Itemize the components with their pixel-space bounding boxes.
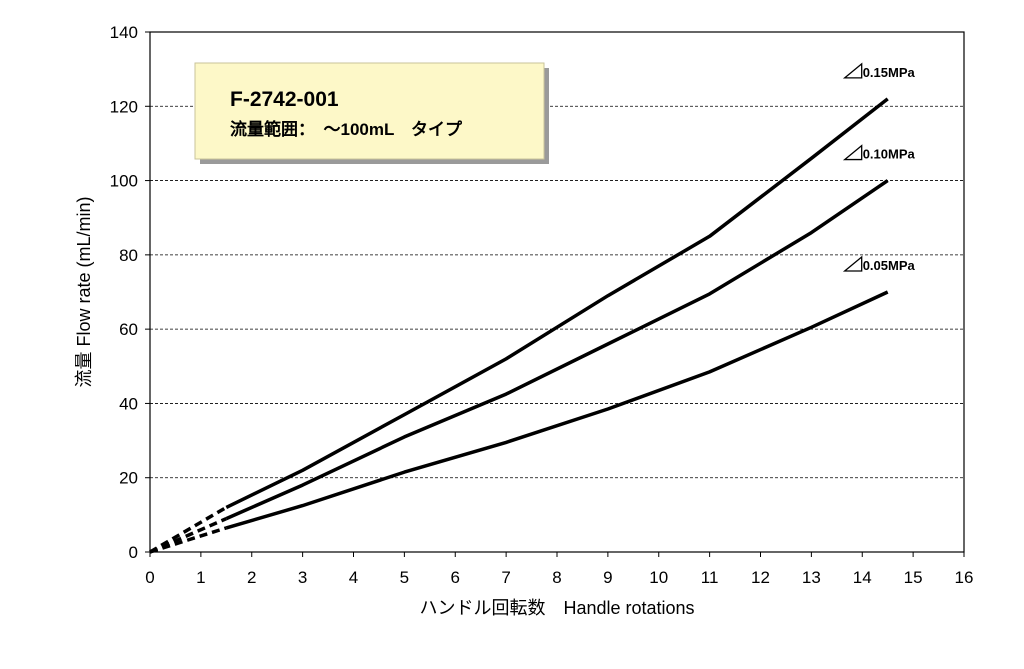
x-tick-label: 3: [298, 568, 307, 587]
x-axis-title: ハンドル回転数 Handle rotations: [419, 598, 694, 618]
pressure-triangle-icon: [842, 144, 863, 161]
series-label-text: 0.05MPa: [863, 258, 916, 273]
x-tick-label: 15: [904, 568, 923, 587]
x-tick-label: 12: [751, 568, 770, 587]
y-tick-label: 100: [110, 172, 138, 191]
series-lines: [149, 97, 889, 554]
series-label-010MPa: 0.10MPa: [842, 144, 916, 162]
series-010MPa-line: [225, 179, 889, 521]
annotation-background: [194, 62, 545, 160]
x-tick-label: 13: [802, 568, 821, 587]
annotation-title: F-2742-001: [230, 88, 339, 111]
pressure-triangle-icon: [842, 255, 863, 272]
x-tick-label: 4: [349, 568, 358, 587]
x-tick-label: 8: [552, 568, 561, 587]
y-tick-label: 20: [119, 469, 138, 488]
series-label-text: 0.10MPa: [863, 147, 916, 162]
x-tick-label: 14: [853, 568, 872, 587]
pressure-triangle-icon: [842, 62, 863, 79]
x-tick-label: 9: [603, 568, 612, 587]
y-tick-label: 60: [119, 320, 138, 339]
annotation-box: F-2742-001 流量範囲： ～100mL タイプ: [194, 62, 549, 164]
x-tick-label: 6: [451, 568, 460, 587]
x-tick-label: 16: [955, 568, 974, 587]
series-label-015MPa: 0.15MPa: [842, 62, 916, 80]
x-tick-label: 11: [701, 568, 719, 587]
y-tick-label: 40: [119, 394, 138, 413]
series-015MPa-line: [225, 97, 889, 509]
series-005MPa-extrapolated-line: [149, 526, 227, 554]
x-tick-label: 2: [247, 568, 256, 587]
annotation-subtitle: 流量範囲： ～100mL タイプ: [230, 119, 463, 139]
series-labels: 0.15MPa 0.10MPa 0.05MPa: [842, 62, 916, 273]
x-tick-label: 0: [145, 568, 154, 587]
x-tick-label: 1: [196, 568, 205, 587]
x-tick-label: 10: [649, 568, 668, 587]
series-label-text: 0.15MPa: [863, 65, 916, 80]
y-tick-label: 0: [129, 543, 138, 562]
x-tick-label: 7: [501, 568, 510, 587]
series-005MPa-line: [225, 290, 889, 530]
y-axis-title: 流量 Flow rate (mL/min): [74, 196, 94, 387]
x-tick-label: 5: [400, 568, 409, 587]
y-tick-label: 120: [110, 97, 138, 116]
y-tick-label: 140: [110, 23, 138, 42]
series-label-005MPa: 0.05MPa: [842, 255, 916, 273]
y-tick-label: 80: [119, 246, 138, 265]
